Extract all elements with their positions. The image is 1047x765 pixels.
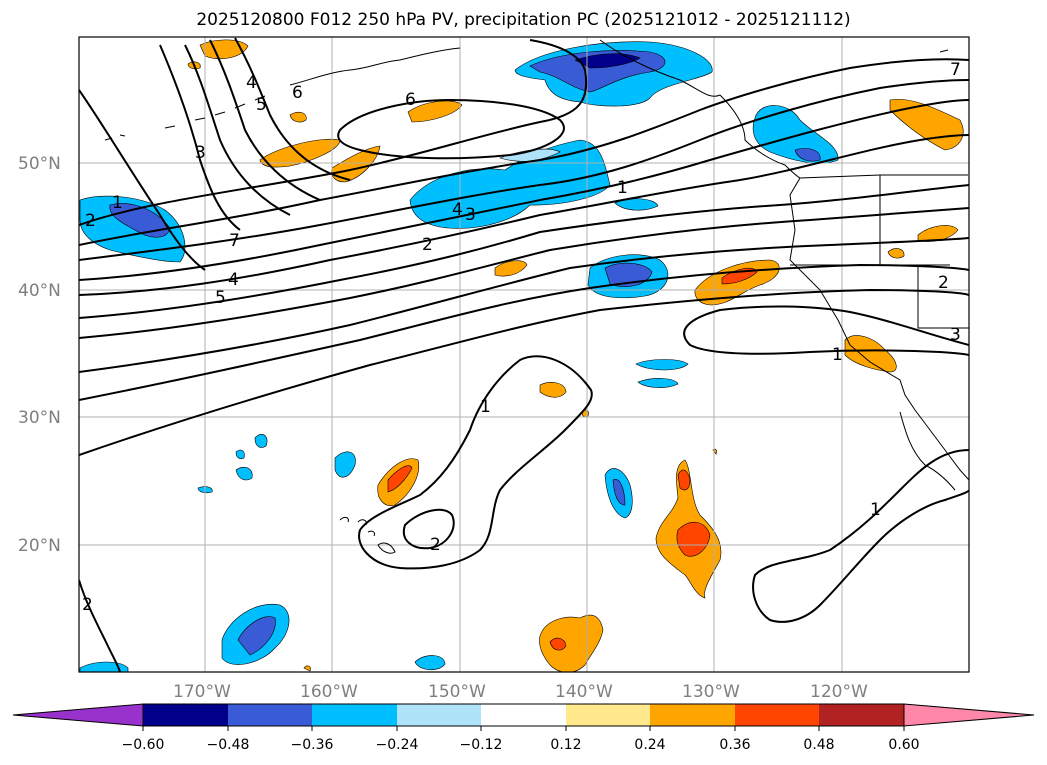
pv-contours xyxy=(79,37,969,672)
map-area: 1 2 3 4 5 6 7 6 5 4 3 2 1 1 2 3 4 1 2 1 … xyxy=(79,37,969,672)
pos-blob-s-red xyxy=(549,637,567,651)
colorbar-tick-label: −0.36 xyxy=(291,737,334,753)
contour-label: 7 xyxy=(229,231,240,251)
neg-blob-s1 xyxy=(414,655,446,671)
pos-blob-tiny1 xyxy=(303,665,311,672)
neg-blob-t5 xyxy=(235,449,245,460)
contour-label: 2 xyxy=(85,211,96,231)
colorbar-tick-label: 0.12 xyxy=(550,737,581,753)
contour-label: 1 xyxy=(480,397,491,417)
latitude-labels: 50°N 40°N 30°N 20°N xyxy=(18,154,61,556)
lon-label: 140°W xyxy=(555,682,613,702)
lon-label: 120°W xyxy=(810,682,868,702)
colorbar-segment xyxy=(481,704,566,726)
pos-blob-33 xyxy=(539,382,567,398)
colorbar-segment xyxy=(566,704,650,726)
colorbar-segment xyxy=(312,704,397,726)
neg-blob-bc-mid xyxy=(794,148,821,162)
contour-label: 7 xyxy=(950,60,961,80)
colorbar-segment xyxy=(819,704,904,726)
colorbar-tick-label: −0.48 xyxy=(207,737,250,753)
contour-label: 3 xyxy=(195,143,206,163)
lon-label: 160°W xyxy=(300,682,358,702)
lon-label: 130°W xyxy=(682,682,740,702)
contour-label: 4 xyxy=(228,270,239,290)
neg-blob-t2 xyxy=(235,466,253,481)
lat-label: 50°N xyxy=(18,154,61,174)
contour-label: 5 xyxy=(215,288,226,308)
colorbar-segment xyxy=(650,704,735,726)
contour-label: 2 xyxy=(430,535,441,555)
neg-blob-small2 xyxy=(635,359,689,371)
contour-label: 5 xyxy=(256,95,267,115)
lat-label: 20°N xyxy=(18,536,61,556)
pos-blob-n5 xyxy=(407,100,463,123)
neg-blob-alaska-dark xyxy=(574,53,641,69)
pos-blob-se-red xyxy=(676,522,711,557)
contour-label: 4 xyxy=(452,200,463,220)
longitude-labels: 170°W 160°W 150°W 140°W 130°W 120°W xyxy=(173,682,868,702)
contour-label: 2 xyxy=(938,273,949,293)
lat-label: 40°N xyxy=(18,281,61,301)
colorbar-segment xyxy=(735,704,819,726)
colorbar: −0.60 −0.48 −0.36 −0.24 −0.12 0.12 0.24 … xyxy=(12,703,1035,753)
pos-blob-43 xyxy=(494,260,528,277)
contour-label: 6 xyxy=(292,83,303,103)
colorbar-tick-label: 0.36 xyxy=(719,737,750,753)
neg-blob-t3 xyxy=(254,434,268,448)
contour-label: 2 xyxy=(422,235,433,255)
lon-label: 150°W xyxy=(428,682,486,702)
contour-label: 1 xyxy=(617,178,628,198)
contour-label: 3 xyxy=(465,205,476,225)
contour-label: 1 xyxy=(112,193,123,213)
pos-blob-se-red2 xyxy=(677,469,691,491)
contour-label: 4 xyxy=(246,73,257,93)
colorbar-extend-min xyxy=(12,703,144,727)
neg-blob-jet-light xyxy=(499,148,561,162)
colorbar-tick-label: 0.48 xyxy=(803,737,834,753)
lat-label: 30°N xyxy=(18,408,61,428)
colorbar-segment xyxy=(143,704,228,726)
colorbar-extend-max xyxy=(903,703,1035,727)
colorbar-tick-label: −0.12 xyxy=(460,737,503,753)
colorbar-tick-label: 0.24 xyxy=(634,737,665,753)
pos-blob-40n-red xyxy=(721,267,758,285)
precip-shading xyxy=(79,39,964,672)
contour-label: 6 xyxy=(405,90,416,110)
neg-blob-small3 xyxy=(637,378,679,388)
contour-label: 1 xyxy=(870,500,881,520)
colorbar-frame xyxy=(142,703,905,727)
pos-blob-e3 xyxy=(887,248,905,259)
pos-blob-ca xyxy=(844,335,897,373)
contour-labels: 1 2 3 4 5 6 7 6 5 4 3 2 1 1 2 3 4 1 2 1 … xyxy=(82,60,961,615)
map-title: 2025120800 F012 250 hPa PV, precipitatio… xyxy=(196,10,851,30)
lon-label: 170°W xyxy=(173,682,231,702)
colorbar-segment xyxy=(228,704,312,726)
colorbar-segment xyxy=(397,704,481,726)
neg-blob-sw-mid xyxy=(237,616,276,656)
pos-blob-n6 xyxy=(289,111,307,123)
pos-blob-hi-red xyxy=(387,465,413,493)
neg-blob-t1 xyxy=(334,451,356,478)
colorbar-tick-label: 0.60 xyxy=(888,737,919,753)
contour-label: 3 xyxy=(950,325,961,345)
neg-blob-vert-mid xyxy=(612,479,626,506)
colorbar-tick-label: −0.24 xyxy=(376,737,419,753)
colorbar-tick-label: −0.60 xyxy=(122,737,165,753)
pos-blob-n4 xyxy=(331,145,381,183)
map-frame xyxy=(78,36,970,673)
contour-label: 1 xyxy=(832,345,843,365)
contour-label: 2 xyxy=(82,595,93,615)
